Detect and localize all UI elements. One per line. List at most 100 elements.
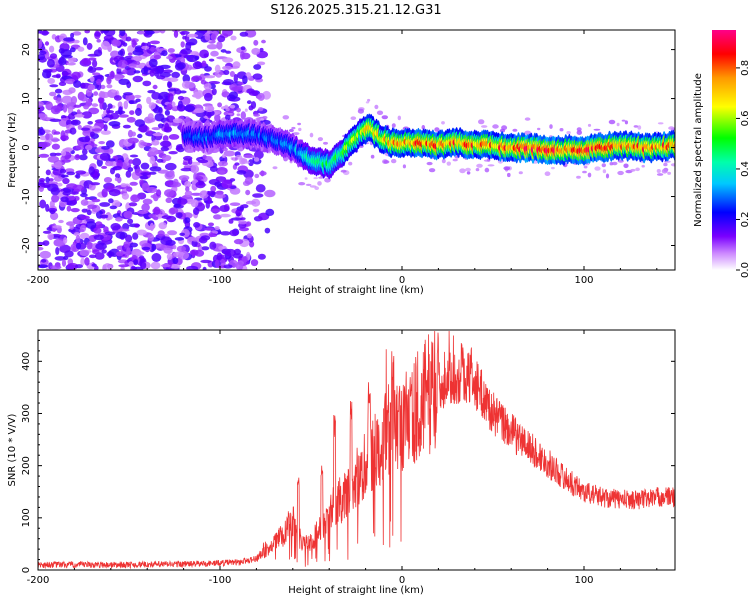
heatmap-speckle-cell — [576, 175, 581, 179]
heatmap-noise-cell — [168, 134, 180, 140]
top-x-tick-label: -100 — [209, 275, 232, 286]
heatmap-noise-cell — [105, 140, 115, 148]
heatmap-speckle-cell — [549, 135, 553, 138]
heatmap-noise-cell — [149, 166, 162, 172]
heatmap-noise-cell — [167, 93, 174, 102]
heatmap-noise-cell — [254, 150, 264, 160]
heatmap-noise-cell — [129, 110, 135, 115]
heatmap-noise-cell — [108, 121, 121, 127]
top-x-ticks: -200 -100 0 100 — [27, 30, 658, 286]
heatmap-noise-cell — [81, 208, 88, 213]
heatmap-noise-cell — [264, 189, 276, 198]
heatmap-noise-cell — [220, 231, 231, 236]
heatmap-noise-cell — [165, 162, 177, 171]
heatmap-noise-layer — [38, 30, 675, 270]
heatmap-speckle-cell — [317, 137, 323, 142]
heatmap-noise-cell — [120, 183, 127, 188]
heatmap-speckle-cell — [582, 170, 587, 174]
heatmap-noise-cell — [204, 66, 212, 72]
heatmap-noise-cell — [132, 232, 139, 240]
heatmap-noise-cell — [89, 254, 97, 259]
heatmap-noise-cell — [132, 75, 143, 83]
top-y-axis-label: Frequency (Hz) — [7, 112, 18, 188]
heatmap-noise-cell — [106, 84, 113, 89]
heatmap-speckle-cell — [441, 158, 446, 164]
heatmap-noise-cell — [108, 158, 116, 162]
heatmap-noise-cell — [167, 230, 178, 236]
heatmap-speckle-cell — [663, 162, 668, 167]
top-x-tick-label: -200 — [27, 275, 50, 286]
top-y-tick-label: 20 — [21, 43, 32, 56]
heatmap-speckle-cell — [374, 104, 379, 110]
heatmap-noise-cell — [161, 263, 171, 268]
heatmap-noise-cell — [223, 150, 236, 157]
heatmap-noise-cell — [184, 105, 196, 112]
heatmap-noise-cell — [78, 154, 88, 161]
heatmap-noise-cell — [92, 72, 101, 76]
heatmap-speckle-cell — [434, 127, 440, 132]
heatmap-noise-cell — [245, 189, 251, 196]
heatmap-speckle-cell — [309, 132, 314, 138]
heatmap-noise-cell — [128, 100, 134, 105]
heatmap-noise-cell — [208, 232, 214, 238]
heatmap-noise-cell — [125, 170, 132, 178]
heatmap-noise-cell — [122, 69, 128, 75]
heatmap-speckle-cell — [608, 119, 616, 125]
bottom-x-tick-label: 0 — [399, 575, 405, 586]
heatmap-noise-cell — [101, 165, 108, 169]
heatmap-noise-cell — [223, 69, 230, 75]
heatmap-noise-cell — [167, 81, 173, 89]
heatmap-speckle-cell — [260, 118, 265, 121]
bottom-y-tick-label: 300 — [21, 404, 32, 423]
heatmap-noise-cell — [39, 199, 47, 209]
heatmap-noise-cell — [200, 80, 207, 85]
bottom-y-tick-label: 200 — [21, 456, 32, 475]
heatmap-noise-cell — [219, 205, 230, 212]
heatmap-noise-cell — [38, 113, 48, 120]
heatmap-noise-cell — [207, 190, 216, 196]
heatmap-noise-cell — [71, 120, 79, 125]
heatmap-speckle-cell — [313, 177, 319, 180]
bottom-x-axis-label: Height of straight line (km) — [288, 585, 424, 596]
heatmap-noise-cell — [179, 232, 185, 236]
heatmap-noise-cell — [103, 226, 109, 232]
heatmap-noise-cell — [149, 222, 154, 232]
heatmap-noise-cell — [219, 213, 231, 218]
heatmap-speckle-cell — [484, 167, 490, 173]
heatmap-noise-cell — [118, 228, 130, 232]
heatmap-noise-cell — [149, 40, 160, 45]
heatmap-noise-cell — [107, 103, 113, 109]
heatmap-noise-cell — [91, 198, 101, 203]
heatmap-noise-cell — [218, 170, 226, 175]
heatmap-noise-cell — [39, 250, 51, 259]
heatmap-noise-cell — [140, 141, 148, 146]
heatmap-noise-cell — [73, 104, 82, 108]
heatmap-noise-cell — [64, 250, 74, 258]
heatmap-noise-cell — [252, 73, 263, 80]
heatmap-noise-cell — [46, 70, 51, 79]
heatmap-noise-cell — [164, 122, 170, 132]
heatmap-noise-cell — [53, 160, 63, 170]
heatmap-noise-cell — [87, 204, 97, 210]
heatmap-speckle-cell — [298, 127, 302, 132]
heatmap-noise-cell — [148, 102, 156, 110]
heatmap-noise-cell — [53, 131, 61, 135]
heatmap-noise-cell — [66, 262, 79, 270]
heatmap-noise-cell — [216, 252, 223, 261]
heatmap-noise-cell — [146, 96, 152, 105]
heatmap-speckle-cell — [611, 161, 618, 166]
heatmap-noise-cell — [45, 133, 50, 141]
heatmap-noise-cell — [125, 67, 137, 76]
heatmap-noise-cell — [225, 50, 232, 54]
heatmap-noise-cell — [84, 196, 90, 200]
heatmap-noise-cell — [143, 212, 153, 220]
heatmap-noise-cell — [140, 162, 150, 170]
heatmap-noise-cell — [194, 92, 202, 100]
heatmap-noise-cell — [211, 88, 217, 96]
heatmap-noise-cell — [133, 94, 142, 99]
heatmap-speckle-cell — [291, 126, 296, 130]
heatmap-noise-cell — [90, 76, 95, 82]
heatmap-noise-cell — [47, 155, 60, 163]
heatmap-noise-cell — [231, 86, 243, 92]
heatmap-noise-cell — [204, 227, 215, 231]
